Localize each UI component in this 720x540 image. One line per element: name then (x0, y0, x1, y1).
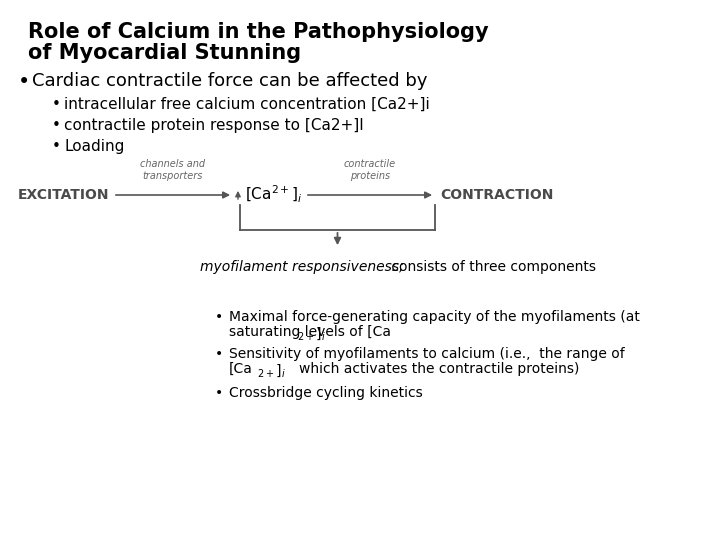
Text: •: • (52, 139, 61, 154)
Text: Cardiac contractile force can be affected by: Cardiac contractile force can be affecte… (32, 72, 428, 90)
Text: $_{2+}]_i$: $_{2+}]_i$ (257, 362, 286, 379)
Text: EXCITATION: EXCITATION (18, 188, 109, 202)
Text: contractile protein response to [Ca2+]I: contractile protein response to [Ca2+]I (64, 118, 364, 133)
Text: •: • (52, 97, 61, 112)
Text: Maximal force-generating capacity of the myofilaments (at: Maximal force-generating capacity of the… (229, 310, 640, 324)
Text: •: • (215, 386, 223, 400)
Text: saturating levels of [Ca: saturating levels of [Ca (229, 325, 391, 339)
Text: which activates the contractile proteins): which activates the contractile proteins… (299, 362, 580, 376)
Text: of Myocardial Stunning: of Myocardial Stunning (28, 43, 301, 63)
Text: myofilament responsiveness;: myofilament responsiveness; (200, 260, 404, 274)
Text: •: • (215, 347, 223, 361)
Text: CONTRACTION: CONTRACTION (440, 188, 554, 202)
Text: •: • (52, 118, 61, 133)
Text: intracellular free calcium concentration [Ca2+]i: intracellular free calcium concentration… (64, 97, 430, 112)
Text: consists of three components: consists of three components (387, 260, 596, 274)
Text: channels and
transporters: channels and transporters (140, 159, 206, 181)
Text: Loading: Loading (64, 139, 125, 154)
Text: contractile
proteins: contractile proteins (344, 159, 396, 181)
Text: •: • (215, 310, 223, 324)
Text: $_{2+}]_i$: $_{2+}]_i$ (297, 325, 326, 342)
Text: Role of Calcium in the Pathophysiology: Role of Calcium in the Pathophysiology (28, 22, 489, 42)
Text: Sensitivity of myofilaments to calcium (i.e.,  the range of: Sensitivity of myofilaments to calcium (… (229, 347, 625, 361)
Text: [Ca: [Ca (229, 362, 253, 376)
Text: $[$Ca$^{2+}]_i$: $[$Ca$^{2+}]_i$ (245, 184, 302, 205)
Text: Crossbridge cycling kinetics: Crossbridge cycling kinetics (229, 386, 423, 400)
Text: •: • (18, 72, 30, 92)
